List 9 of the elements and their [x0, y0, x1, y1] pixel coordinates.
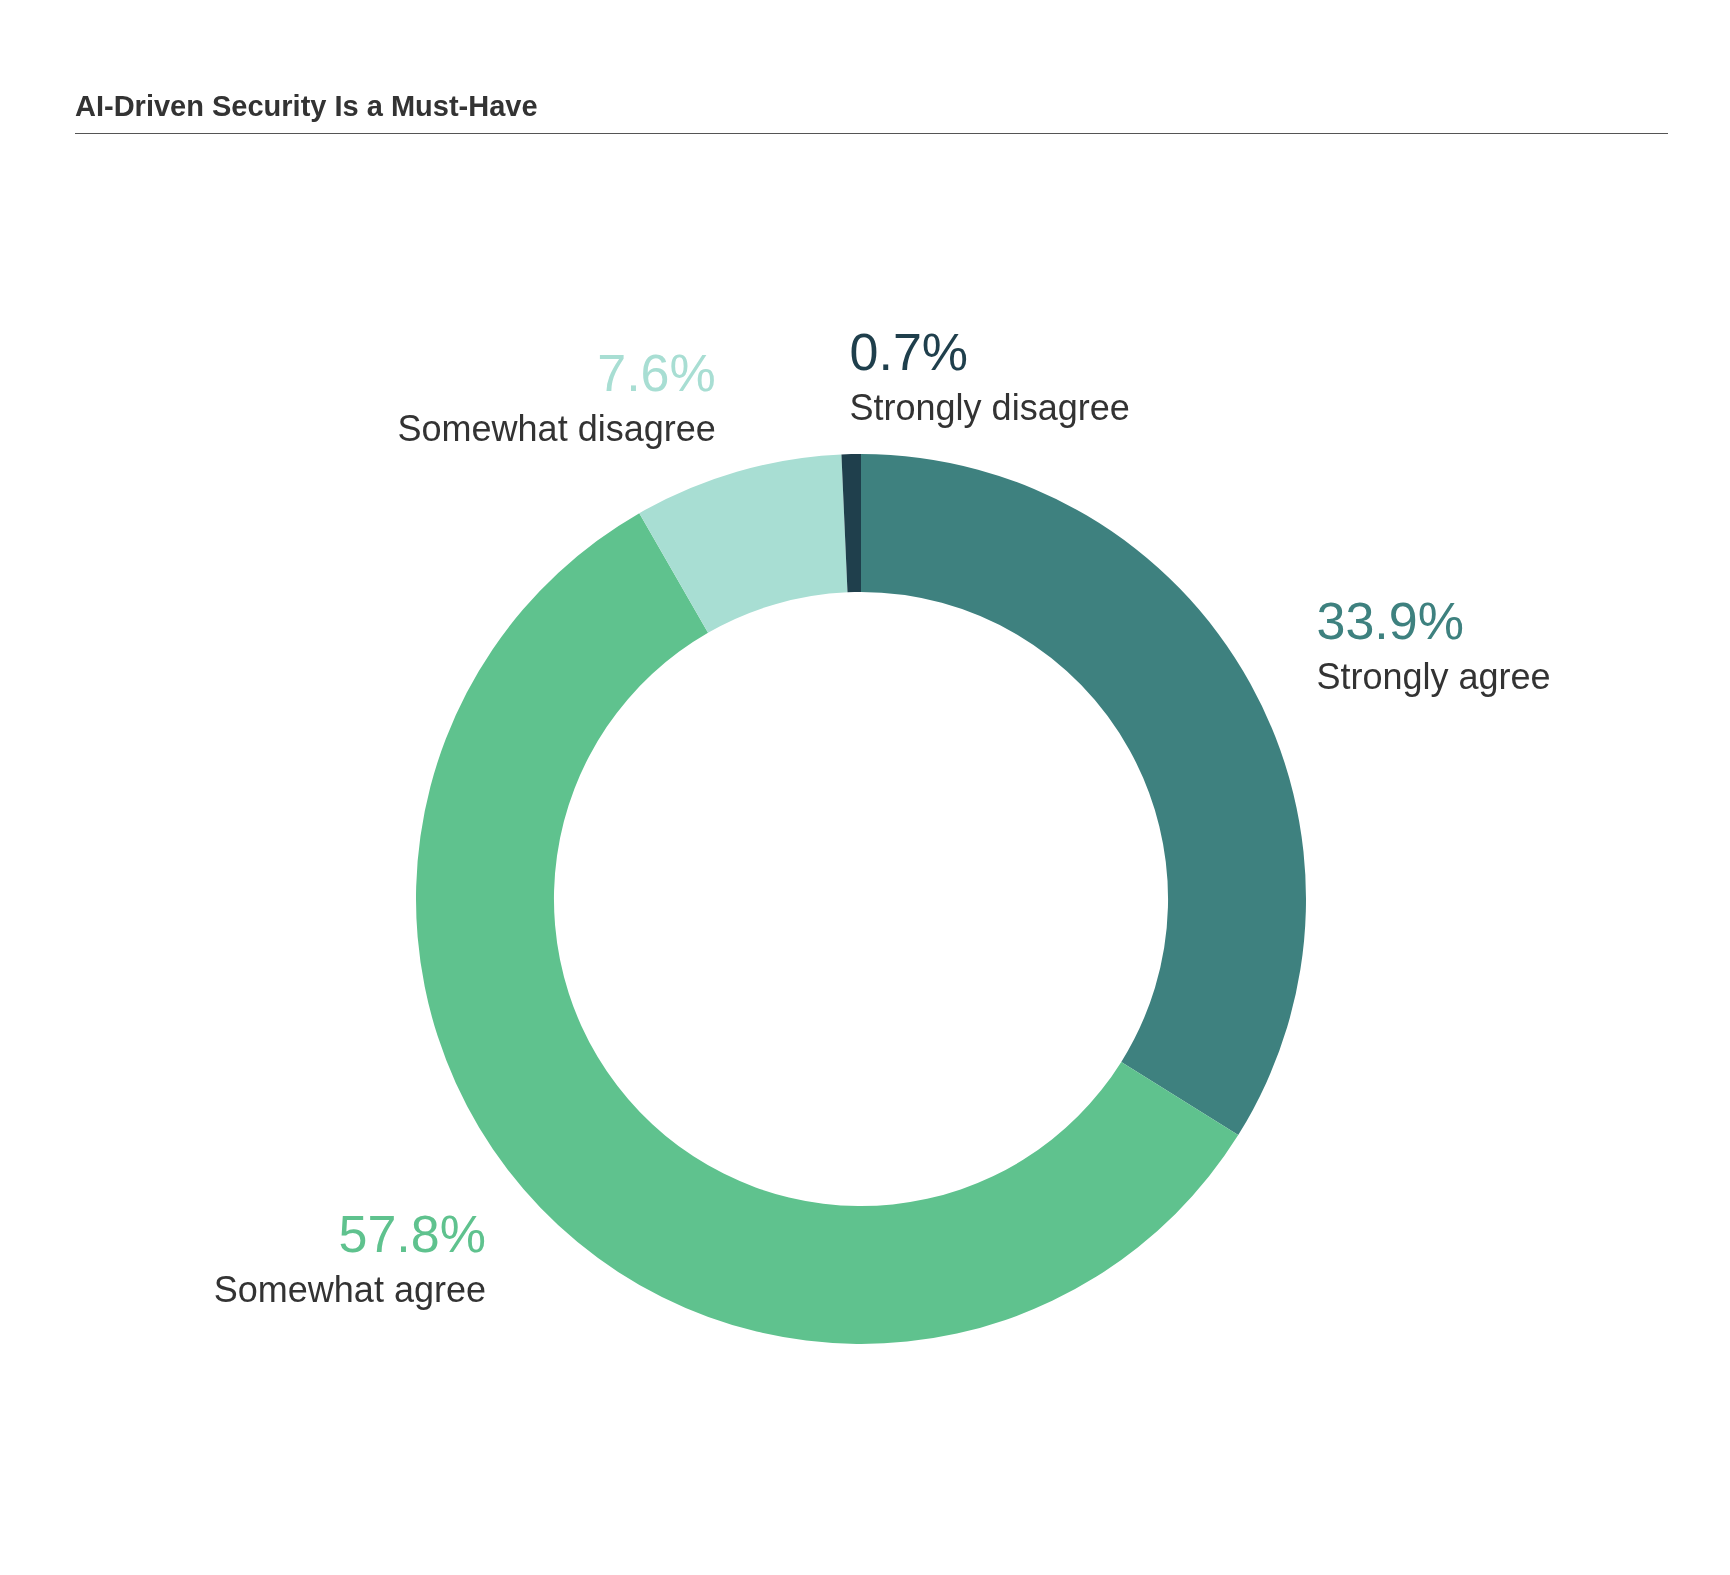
slice-label: Strongly agree	[1316, 655, 1551, 697]
data-label: 0.7%	[849, 323, 969, 382]
chart-title: AI-Driven Security Is a Must-Have	[75, 90, 538, 123]
data-label: 7.6%	[597, 344, 716, 403]
data-label: 57.8%	[338, 1205, 486, 1264]
slice-label: Somewhat agree	[213, 1269, 486, 1311]
slice-label: Somewhat disagree	[397, 408, 716, 450]
data-label: 33.9%	[1316, 591, 1464, 650]
slice-label: Strongly disagree	[849, 387, 1130, 429]
